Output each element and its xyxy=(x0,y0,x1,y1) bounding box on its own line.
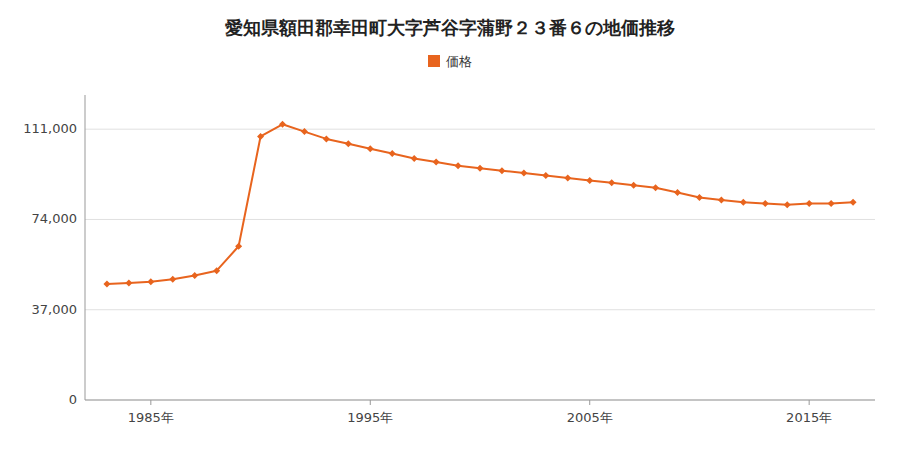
x-tick-label: 2015年 xyxy=(786,410,832,425)
legend-swatch xyxy=(428,55,440,67)
marker xyxy=(828,200,835,207)
marker xyxy=(103,281,110,288)
x-tick-label: 1985年 xyxy=(128,410,174,425)
marker xyxy=(652,184,659,191)
marker xyxy=(323,135,330,142)
marker xyxy=(498,167,505,174)
x-tick xyxy=(589,400,590,405)
marker xyxy=(630,182,637,189)
marker xyxy=(235,243,242,250)
marker xyxy=(433,159,440,166)
marker xyxy=(301,128,308,135)
marker xyxy=(586,177,593,184)
marker xyxy=(762,200,769,207)
marker xyxy=(740,199,747,206)
marker xyxy=(345,140,352,147)
marker xyxy=(213,267,220,274)
chart-container: 愛知県額田郡幸田町大字芦谷字蒲野２３番６の地価推移 0 37,000 74,000 11… xyxy=(0,0,900,450)
marker xyxy=(520,170,527,177)
marker xyxy=(411,155,418,162)
x-tick xyxy=(370,400,371,405)
grid-line xyxy=(85,309,875,310)
plot-area xyxy=(103,121,856,288)
marker xyxy=(608,179,615,186)
marker xyxy=(191,272,198,279)
marker xyxy=(806,200,813,207)
x-axis-line xyxy=(85,400,875,401)
y-tick-label: 0 xyxy=(69,392,77,407)
y-tick-label: 37,000 xyxy=(32,302,78,317)
x-tick xyxy=(150,400,151,405)
marker xyxy=(564,174,571,181)
x-tick-label: 2005年 xyxy=(567,410,613,425)
chart-svg: 愛知県額田郡幸田町大字芦谷字蒲野２３番６の地価推移 0 37,000 74,000 11… xyxy=(0,0,900,450)
y-tick-label: 111,000 xyxy=(23,121,77,136)
marker xyxy=(850,199,857,206)
legend: 価格 xyxy=(428,54,472,69)
x-tick-label: 1995年 xyxy=(347,410,393,425)
marker xyxy=(257,133,264,140)
marker xyxy=(367,145,374,152)
grid-line xyxy=(85,219,875,220)
marker xyxy=(542,172,549,179)
marker xyxy=(147,278,154,285)
y-axis-line xyxy=(85,95,86,400)
legend-label: 価格 xyxy=(446,54,472,69)
grid-line xyxy=(85,400,875,401)
marker xyxy=(389,150,396,157)
marker xyxy=(477,165,484,172)
y-tick-label: 74,000 xyxy=(32,211,78,226)
marker xyxy=(125,279,132,286)
marker xyxy=(674,189,681,196)
line xyxy=(107,124,853,284)
marker xyxy=(696,194,703,201)
x-tick xyxy=(809,400,810,405)
marker xyxy=(279,121,286,128)
marker xyxy=(784,201,791,208)
title: 愛知県額田郡幸田町大字芦谷字蒲野２３番６の地価推移 xyxy=(225,17,675,38)
marker xyxy=(169,276,176,283)
grid xyxy=(85,129,875,400)
marker xyxy=(718,196,725,203)
marker xyxy=(455,162,462,169)
grid-line xyxy=(85,129,875,130)
